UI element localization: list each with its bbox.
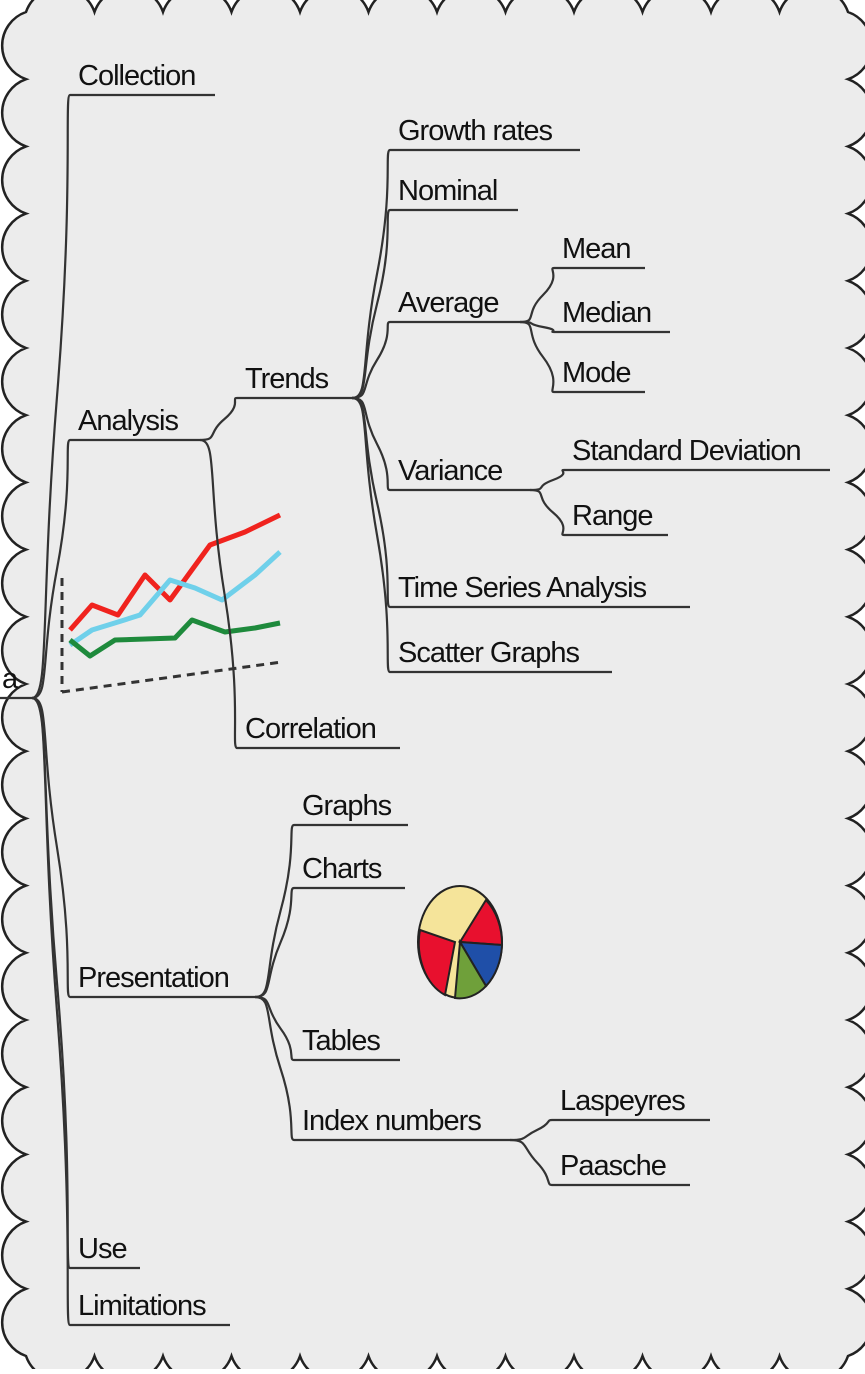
node-label: Index numbers <box>302 1105 481 1137</box>
node-label: Variance <box>398 455 502 487</box>
node-label: Mode <box>562 357 631 389</box>
node-label: Average <box>398 287 499 319</box>
page: {"root": {"label": "a", "children": [ {"… <box>0 0 865 1369</box>
node-label: Median <box>562 297 651 329</box>
mind-map: a Collection Analysis Trends Growth rates Nom… <box>0 0 865 1369</box>
node-label: Presentation <box>78 962 229 994</box>
node-label: Mean <box>562 233 631 265</box>
node-label: Nominal <box>398 175 497 207</box>
node-label: Limitations <box>78 1290 206 1322</box>
pie-illustration <box>418 886 502 998</box>
node-label: Range <box>572 500 652 532</box>
node-label: Charts <box>302 853 382 885</box>
node-label: Correlation <box>245 713 376 745</box>
node-label: Growth rates <box>398 115 552 147</box>
node-label: Standard Deviation <box>572 435 801 467</box>
node-label: Collection <box>78 60 195 92</box>
node-label: Analysis <box>78 405 178 437</box>
node-label: Graphs <box>302 790 392 822</box>
node-label: Use <box>78 1233 127 1265</box>
node-label: Trends <box>245 363 329 395</box>
node-label: a <box>2 663 19 695</box>
node-label: Laspeyres <box>560 1085 685 1117</box>
node-label: Paasche <box>560 1150 666 1182</box>
node-label: Scatter Graphs <box>398 637 580 669</box>
node-label: Tables <box>302 1025 380 1057</box>
node-label: Time Series Analysis <box>398 572 647 604</box>
